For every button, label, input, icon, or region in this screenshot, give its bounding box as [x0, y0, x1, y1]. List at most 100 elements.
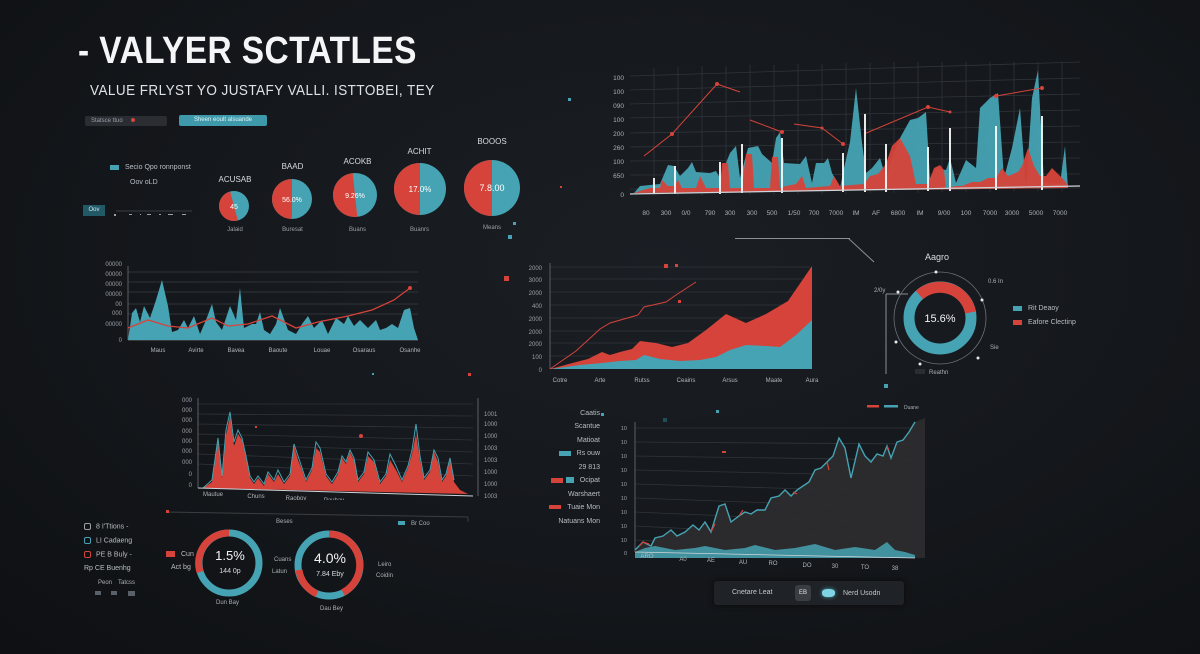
- svg-text:100: 100: [613, 89, 624, 96]
- decor-dot-icon: [568, 98, 571, 101]
- svg-text:2000: 2000: [529, 330, 543, 336]
- donut-chart-2[interactable]: 4.0% 7.84 Eby: [293, 528, 365, 602]
- legend-item[interactable]: Rp CE Buenhg: [84, 565, 131, 572]
- grid-icon[interactable]: [95, 591, 101, 595]
- sidebar-item[interactable]: Scantue: [574, 423, 600, 430]
- grid-icon[interactable]: [128, 591, 135, 596]
- left-button[interactable]: Cnetare Leat: [732, 589, 773, 596]
- sidebar-item[interactable]: Tuaie Mon: [526, 504, 600, 511]
- legend-swatch-teal-icon: [398, 521, 405, 526]
- svg-text:IM: IM: [916, 210, 923, 217]
- legend-small-label: Tatcss: [118, 580, 136, 586]
- svg-text:300: 300: [747, 210, 758, 217]
- sidebar-item[interactable]: Ocipat: [526, 477, 600, 484]
- sidebar-item[interactable]: Warshaert: [567, 491, 600, 498]
- svg-text:9.26%: 9.26%: [345, 193, 365, 200]
- svg-text:Maate: Maate: [766, 378, 783, 384]
- pie-caption: Means: [482, 225, 501, 231]
- pie-chart-4[interactable]: 17.0%: [393, 162, 447, 216]
- svg-text:15.6%: 15.6%: [924, 313, 955, 325]
- bottom-right-growth-chart[interactable]: Duane 10 10 10 10 10 10 10 10 10 0 ARO A0 AE AU R…: [615, 400, 925, 575]
- grid-icon[interactable]: [111, 591, 117, 595]
- donut-chart-1[interactable]: 1.5% 144 0p: [194, 528, 264, 598]
- right-button[interactable]: Nerd Usodn: [843, 590, 881, 597]
- marker-square-icon: [601, 413, 604, 416]
- sidebar-item[interactable]: 29 813: [578, 464, 600, 471]
- svg-text:3000: 3000: [529, 278, 543, 284]
- svg-text:1003: 1003: [484, 458, 498, 464]
- svg-text:ARO: ARO: [640, 554, 653, 560]
- svg-text:DO: DO: [803, 563, 812, 569]
- svg-text:Arte: Arte: [594, 378, 606, 384]
- legend-item[interactable]: 8 I'Ttions -: [84, 523, 128, 530]
- legend-item[interactable]: PE B Buly -: [84, 551, 132, 558]
- svg-text:4.0%: 4.0%: [314, 550, 346, 566]
- svg-text:00000: 00000: [105, 292, 122, 298]
- legend-square-red-icon: [84, 551, 91, 558]
- svg-text:10: 10: [621, 538, 627, 544]
- pie-chart-2[interactable]: 56.0%: [271, 178, 313, 220]
- action-button[interactable]: Sheen eoult alsuande: [179, 115, 267, 126]
- svg-text:Avirte: Avirte: [188, 348, 204, 354]
- svg-text:Aura: Aura: [806, 378, 819, 384]
- badge[interactable]: Oov: [83, 205, 105, 216]
- pie-chart-3[interactable]: 9.26%: [332, 172, 378, 218]
- svg-text:0: 0: [119, 338, 123, 344]
- svg-text:650: 650: [613, 173, 624, 180]
- pie-caption: Buans: [348, 227, 366, 233]
- sidebar-item[interactable]: Rs ouw: [540, 450, 600, 457]
- pie-title: ACUSAB: [218, 175, 252, 184]
- legend-item[interactable]: LI Cadaeng: [84, 537, 132, 544]
- svg-text:10: 10: [621, 524, 627, 530]
- status-dot-icon: [130, 118, 135, 122]
- svg-text:TO: TO: [861, 565, 870, 571]
- svg-text:0: 0: [620, 192, 624, 199]
- pie-chart-5[interactable]: 7.8.00: [463, 159, 521, 217]
- svg-text:Mautue: Mautue: [203, 492, 224, 498]
- donut-left-label: Act bg: [171, 564, 191, 571]
- pie-caption: Jalaid: [227, 227, 243, 233]
- panel-legend: Br Coo: [398, 521, 430, 527]
- donut-bottom-label: Reathn: [915, 369, 948, 376]
- svg-text:400: 400: [532, 304, 543, 310]
- page-title: - VALYER SCTATLES: [78, 30, 417, 72]
- mid-center-stacked-area-chart[interactable]: 2000 3000 2000 400 2000 2000 2000 100 0 Cotre A…: [520, 255, 820, 385]
- marker-square-icon: [884, 384, 888, 388]
- legend-item: Secio Qpo ronnponst: [110, 164, 191, 171]
- svg-text:300: 300: [661, 210, 672, 217]
- svg-text:Duane: Duane: [904, 405, 919, 411]
- middle-button[interactable]: EB: [795, 585, 811, 601]
- filter-pill[interactable]: Statsce ttuo: [85, 116, 167, 126]
- svg-text:10: 10: [621, 482, 627, 488]
- pie-caption: Buresat: [282, 227, 303, 233]
- pie-card-1: ACUSAB: [210, 175, 260, 184]
- donut-chart-right[interactable]: 15.6%: [870, 262, 1010, 382]
- svg-text:Cotre: Cotre: [553, 378, 568, 384]
- legend-swatch-teal-icon: [1013, 305, 1022, 311]
- svg-text:144 0p: 144 0p: [219, 568, 241, 575]
- marker-square-icon: [508, 235, 512, 239]
- sidebar-item[interactable]: Matioat: [577, 437, 600, 444]
- svg-text:7000: 7000: [829, 210, 844, 217]
- svg-text:10: 10: [621, 510, 627, 516]
- svg-text:5000: 5000: [1029, 210, 1044, 217]
- legend-swatch-red-icon: [549, 505, 562, 510]
- svg-text:260: 260: [613, 145, 624, 152]
- svg-text:9/00: 9/00: [938, 210, 951, 217]
- svg-text:0/0: 0/0: [681, 210, 690, 217]
- svg-text:Rutss: Rutss: [634, 378, 649, 384]
- svg-text:Louae: Louae: [314, 348, 331, 354]
- svg-text:790: 790: [705, 210, 716, 217]
- pie-chart-1[interactable]: 45: [218, 190, 250, 222]
- combo-area-chart[interactable]: 100 100 090 100 200 260 100 650 0 80 300 0/0 790…: [600, 58, 1090, 218]
- donut-legend-item: Rit Deaoy: [1013, 305, 1059, 312]
- decor-dot-icon: [560, 186, 562, 188]
- svg-text:38: 38: [892, 566, 899, 572]
- sidebar-item[interactable]: Natuans Mon: [558, 518, 600, 525]
- svg-text:00000: 00000: [105, 272, 122, 278]
- svg-text:2000: 2000: [529, 266, 543, 272]
- svg-text:0: 0: [539, 368, 543, 374]
- sidebar-item[interactable]: Caatis: [580, 410, 600, 417]
